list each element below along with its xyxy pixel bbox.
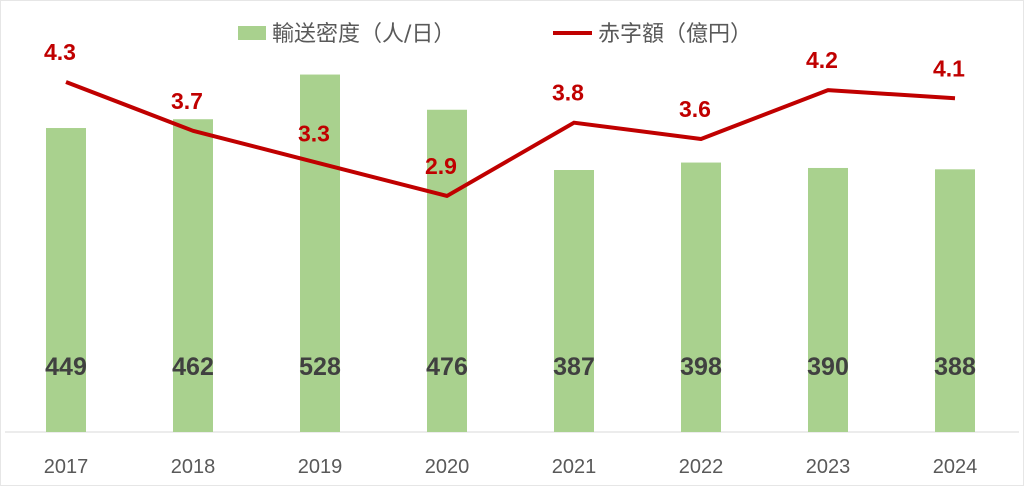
x-tick-2017: 2017: [44, 456, 89, 478]
line-value-label-2024: 4.1: [933, 55, 965, 81]
line-value-label-2019: 3.3: [298, 120, 330, 146]
x-tick-2024: 2024: [933, 456, 978, 478]
bar-value-label-2024: 388: [934, 353, 976, 381]
bar-value-label-2020: 476: [426, 353, 468, 381]
legend-bar-swatch: [238, 26, 266, 40]
bar-2022: [681, 162, 721, 432]
legend: 輸送密度（人/日） 赤字額（億円）: [238, 22, 752, 47]
line-value-label-2022: 3.6: [679, 96, 711, 122]
x-tick-2021: 2021: [552, 456, 597, 478]
bar-2020: [427, 109, 467, 433]
bar-2017: [46, 128, 86, 433]
legend-bar-label: 輸送密度（人/日）: [272, 22, 455, 47]
legend-line-label: 赤字額（億円）: [598, 22, 752, 47]
bar-2019: [300, 74, 340, 432]
bar-value-label-2018: 462: [172, 353, 214, 381]
x-tick-2023: 2023: [806, 456, 851, 478]
bar-2021: [554, 170, 594, 432]
line-value-label-2018: 3.7: [171, 88, 203, 114]
bar-value-label-2017: 449: [45, 353, 87, 381]
line-value-label-2017: 4.3: [44, 39, 76, 65]
x-tick-2020: 2020: [425, 456, 470, 478]
bar-2024: [935, 169, 975, 432]
deficit-line: [65, 80, 956, 198]
x-tick-2018: 2018: [171, 456, 216, 478]
line-value-label-2023: 4.2: [806, 47, 838, 73]
line-value-label-2020: 2.9: [425, 153, 457, 179]
bar-value-label-2023: 390: [807, 353, 849, 381]
x-tick-2022: 2022: [679, 456, 724, 478]
bar-2018: [173, 119, 213, 432]
bar-value-label-2021: 387: [553, 353, 595, 381]
line-value-label-2021: 3.8: [552, 80, 584, 106]
bar-2023: [808, 167, 848, 432]
bar-value-label-2022: 398: [680, 353, 722, 381]
bar-value-label-2019: 528: [299, 353, 341, 381]
x-tick-2019: 2019: [298, 456, 343, 478]
